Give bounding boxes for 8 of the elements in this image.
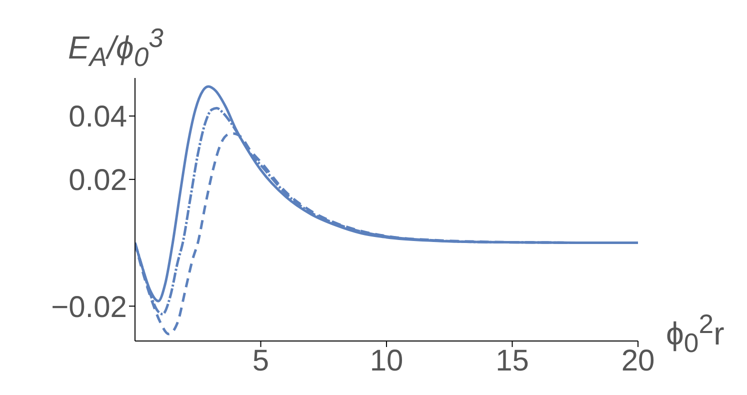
x-tick-label: 15 bbox=[496, 344, 529, 378]
x-tick-label: 10 bbox=[370, 344, 404, 378]
x-axis-title: ϕ$_{0}$$^{2}$r bbox=[666, 308, 724, 360]
y-tick-label: 0.02 bbox=[68, 164, 127, 198]
y-tick-label: 0.04 bbox=[68, 100, 127, 134]
y-tick-label: −0.02 bbox=[51, 290, 127, 324]
x-tick-label: 20 bbox=[621, 344, 655, 378]
x-tick-label: 5 bbox=[252, 344, 270, 378]
